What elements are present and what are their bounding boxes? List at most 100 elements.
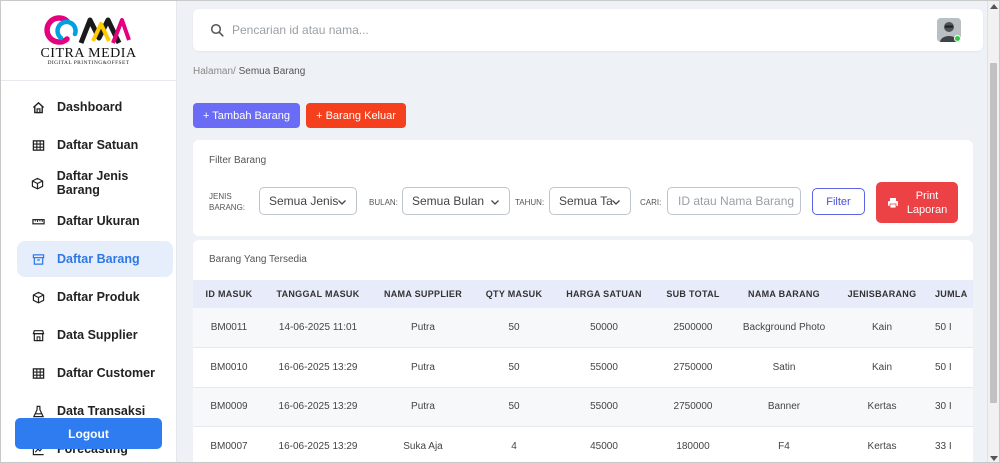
scroll-up-arrow-icon[interactable] <box>990 4 998 9</box>
sidebar-item-daftar-barang[interactable]: Daftar Barang <box>17 241 173 277</box>
col-id-masuk[interactable]: ID MASUK <box>193 280 265 308</box>
cell-item-name: Satin <box>731 347 837 388</box>
sidebar-item-label: Daftar Satuan <box>57 138 139 152</box>
bulan-label: BULAN: <box>369 198 398 207</box>
cell-date: 16-06-2025 13:29 <box>265 387 371 427</box>
sidebar: CITRA MEDIA DIGITAL PRINTING&OFFSET Dash… <box>1 1 177 462</box>
sidebar-item-daftar-jenis-barang[interactable]: Daftar Jenis Barang <box>17 165 173 201</box>
cell-supplier: Putra <box>371 347 475 388</box>
cell-qty: 4 <box>475 426 553 462</box>
item-out-button[interactable]: + Barang Keluar <box>306 103 406 128</box>
logout-button[interactable]: Logout <box>15 418 162 449</box>
scrollbar-thumb[interactable] <box>990 63 997 403</box>
box-icon <box>31 176 45 190</box>
cell-item-name: Banner <box>731 387 837 427</box>
ruler-icon <box>31 214 45 228</box>
cell-date: 16-06-2025 13:29 <box>265 347 371 388</box>
cell-supplier: Putra <box>371 308 475 348</box>
col-nama-barang[interactable]: NAMA BARANG <box>731 280 837 308</box>
sidebar-item-label: Daftar Ukuran <box>57 214 140 228</box>
cell-date: 14-06-2025 11:01 <box>265 308 371 348</box>
jenis-label: JENIS BARANG: <box>209 191 245 213</box>
col-harga-satuan[interactable]: HARGA SATUAN <box>553 280 655 308</box>
cell-amount: 33 I <box>927 426 973 462</box>
col-jumlah[interactable]: JUMLA <box>927 280 973 308</box>
sidebar-item-label: Daftar Produk <box>57 290 140 304</box>
tahun-select-value: Semua Ta <box>559 194 613 208</box>
print-report-button[interactable]: Print Laporan <box>876 182 958 223</box>
cell-supplier: Suka Aja <box>371 426 475 462</box>
jenis-select[interactable]: Semua Jenis <box>259 187 357 215</box>
avatar[interactable] <box>937 18 961 42</box>
print-label-line1: Print <box>915 189 939 202</box>
jenis-label-line2: BARANG: <box>209 203 246 212</box>
cell-item-type: Kertas <box>837 426 927 462</box>
cell-id: BM0009 <box>193 387 265 427</box>
jenis-select-value: Semua Jenis <box>269 194 339 208</box>
cell-id: BM0007 <box>193 426 265 462</box>
table-row[interactable]: BM0007 16-06-2025 13:29 Suka Aja 4 45000… <box>193 426 973 462</box>
col-tanggal-masuk[interactable]: TANGGAL MASUK <box>265 280 371 308</box>
table-row[interactable]: BM0009 16-06-2025 13:29 Putra 50 55000 2… <box>193 387 973 427</box>
table-header-row: ID MASUK TANGGAL MASUK NAMA SUPPLIER QTY… <box>193 280 973 308</box>
filter-button[interactable]: Filter <box>812 188 865 215</box>
cell-id: BM0011 <box>193 308 265 348</box>
top-search-bar <box>193 9 983 51</box>
cell-item-type: Kertas <box>837 387 927 427</box>
chevron-down-icon <box>491 200 499 205</box>
cari-label: CARI: <box>640 198 662 207</box>
sidebar-item-dashboard[interactable]: Dashboard <box>17 89 173 125</box>
col-nama-supplier[interactable]: NAMA SUPPLIER <box>371 280 475 308</box>
flask-icon <box>31 404 45 418</box>
brand-logo[interactable]: CITRA MEDIA DIGITAL PRINTING&OFFSET <box>1 1 176 81</box>
cell-supplier: Putra <box>371 387 475 427</box>
add-item-button[interactable]: + Tambah Barang <box>193 103 300 128</box>
print-report-label: Print Laporan <box>907 189 947 217</box>
tahun-select[interactable]: Semua Ta <box>549 187 631 215</box>
sidebar-item-label: Data Supplier <box>57 328 138 342</box>
cell-item-type: Kain <box>837 308 927 348</box>
table-icon <box>31 366 45 380</box>
cell-price: 50000 <box>553 308 655 348</box>
main-content: Halaman/ Semua Barang + Tambah Barang + … <box>177 1 989 462</box>
breadcrumb-prefix[interactable]: Halaman/ <box>193 66 236 77</box>
home-icon <box>31 100 45 114</box>
cari-input[interactable]: ID atau Nama Barang <box>667 187 801 215</box>
items-table-panel: Barang Yang Tersedia ID MASUK TANGGAL MA… <box>193 240 973 462</box>
cell-price: 55000 <box>553 387 655 427</box>
sidebar-item-label: Dashboard <box>57 100 123 114</box>
cell-subtotal: 2500000 <box>655 308 731 348</box>
store-icon <box>31 328 45 342</box>
sidebar-item-data-supplier[interactable]: Data Supplier <box>17 317 173 353</box>
cell-item-name: Background Photo <box>731 308 837 348</box>
search-input[interactable] <box>232 23 732 37</box>
table-icon <box>31 138 45 152</box>
breadcrumb: Halaman/ Semua Barang <box>193 66 305 77</box>
citra-media-logo-icon <box>43 15 131 45</box>
bulan-select[interactable]: Semua Bulan <box>402 187 510 215</box>
cell-qty: 50 <box>475 347 553 388</box>
table-row[interactable]: BM0010 16-06-2025 13:29 Putra 50 55000 2… <box>193 347 973 388</box>
brand-tagline: DIGITAL PRINTING&OFFSET <box>47 60 130 66</box>
col-qty-masuk[interactable]: QTY MASUK <box>475 280 553 308</box>
sidebar-item-daftar-customer[interactable]: Daftar Customer <box>17 355 173 391</box>
sidebar-item-daftar-satuan[interactable]: Daftar Satuan <box>17 127 173 163</box>
col-jenis-barang[interactable]: JENISBARANG <box>837 280 927 308</box>
sidebar-item-data-transaksi[interactable]: Data Transaksi <box>17 393 173 429</box>
bulan-select-value: Semua Bulan <box>412 194 485 208</box>
sidebar-item-daftar-produk[interactable]: Daftar Produk <box>17 279 173 315</box>
page-scrollbar[interactable] <box>987 1 999 462</box>
sidebar-item-label: Data Transaksi <box>57 404 146 418</box>
archive-icon <box>31 252 45 266</box>
sidebar-item-daftar-ukuran[interactable]: Daftar Ukuran <box>17 203 173 239</box>
table-title: Barang Yang Tersedia <box>209 254 307 265</box>
scroll-down-arrow-icon[interactable] <box>990 456 998 461</box>
sidebar-nav: Dashboard Daftar Satuan Daftar Jenis Bar… <box>1 81 176 462</box>
cell-qty: 50 <box>475 387 553 427</box>
table-row[interactable]: BM0011 14-06-2025 11:01 Putra 50 50000 2… <box>193 308 973 348</box>
col-sub-total[interactable]: SUB TOTAL <box>655 280 731 308</box>
tahun-label: TAHUN: <box>515 198 545 207</box>
sidebar-item-label: Daftar Customer <box>57 366 155 380</box>
sidebar-item-label: Daftar Jenis Barang <box>56 169 129 197</box>
